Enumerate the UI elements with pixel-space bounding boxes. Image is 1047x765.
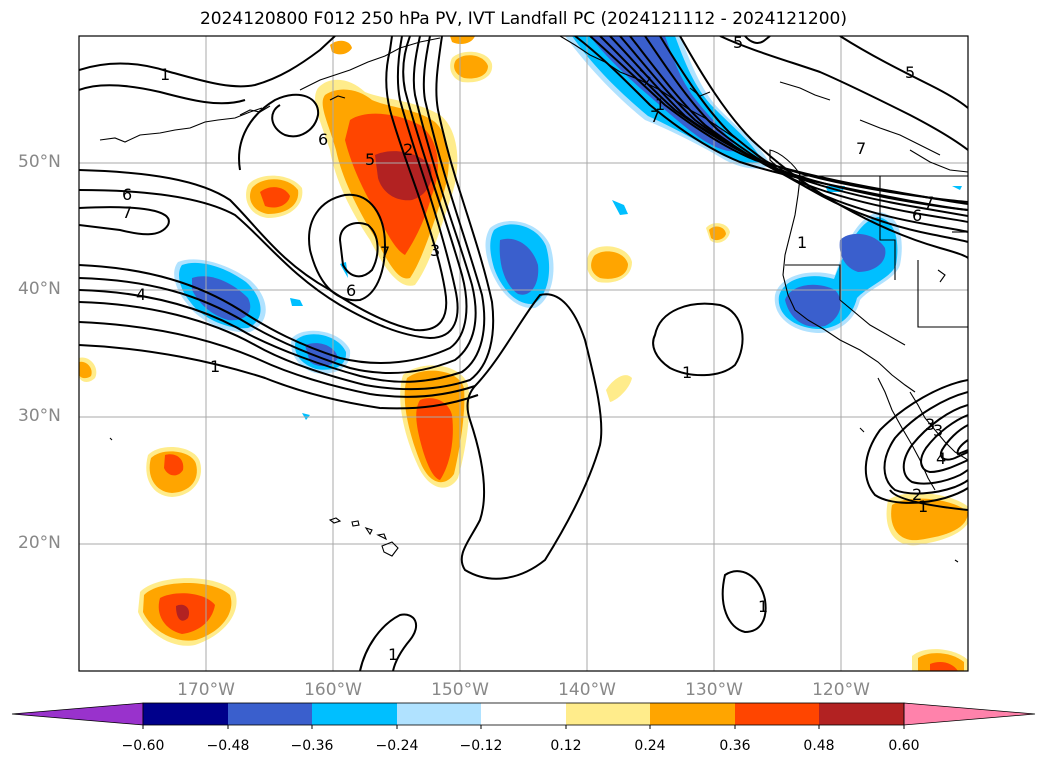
contour-label: 1	[918, 497, 928, 516]
contour-label: 5	[905, 63, 915, 82]
contour-label: 7	[380, 243, 390, 262]
colorbar-tick: 0.12	[550, 738, 582, 754]
colorbar-tick: −0.12	[459, 738, 503, 754]
plot-area: 1 5 5 7 7 6 6 7 4 1 6 7 3 5 2 1 1 3 3 4 …	[79, 33, 968, 671]
lat-label-40n: 40°N	[18, 279, 61, 299]
colorbar-tick: −0.36	[290, 738, 334, 754]
contour-label: 4	[136, 285, 146, 304]
contour-label: 7	[650, 107, 660, 126]
contour-label: 6	[122, 185, 132, 204]
contour-label: 1	[797, 233, 807, 252]
map-frame	[78, 35, 969, 672]
lon-label-160w: 160°W	[304, 680, 362, 700]
lat-label-30n: 30°N	[18, 406, 61, 426]
contour-label: 1	[758, 597, 768, 616]
contour-label: 1	[160, 65, 170, 84]
map-title: 2024120800 F012 250 hPa PV, IVT Landfall…	[199, 9, 847, 29]
contour-label: 6	[318, 130, 328, 149]
lat-label-50n: 50°N	[18, 152, 61, 172]
contour-label: 7	[122, 203, 132, 222]
contour-label: 7	[856, 139, 866, 158]
colorbar	[11, 702, 1036, 729]
contour-label: 2	[403, 140, 413, 159]
contour-label: 3	[933, 421, 943, 440]
colorbar-tick: 0.60	[888, 738, 920, 754]
lat-label-20n: 20°N	[18, 533, 61, 553]
contour-label: 7	[924, 193, 934, 212]
colorbar-tick: 0.24	[634, 738, 666, 754]
contour-label: 1	[682, 363, 692, 382]
contour-label: 1	[210, 357, 220, 376]
contour-label: 4	[936, 449, 946, 468]
colorbar-tick: −0.24	[375, 738, 419, 754]
colorbar-tick: −0.60	[121, 738, 165, 754]
contour-label: 1	[655, 95, 665, 114]
contour-label: 3	[925, 415, 935, 434]
contour-label: 1	[388, 645, 398, 664]
colorbar-tick: 0.48	[803, 738, 835, 754]
contour-labels: 1 5 5 7 7 6 6 7 4 1 6 7 3 5 2 1 1 3 3 4 …	[122, 33, 946, 664]
contour-label: 3	[430, 241, 440, 260]
contour-label: 5	[733, 33, 743, 52]
lon-label-140w: 140°W	[558, 680, 616, 700]
lon-label-170w: 170°W	[177, 680, 235, 700]
contour-label: 6	[346, 281, 356, 300]
colorbar-tick: 0.36	[719, 738, 751, 754]
lon-label-130w: 130°W	[685, 680, 743, 700]
contour-label: 6	[912, 206, 922, 225]
lon-label-120w: 120°W	[812, 680, 870, 700]
contour-label: 5	[365, 150, 375, 169]
colorbar-tick: −0.48	[206, 738, 250, 754]
contour-lines	[79, 36, 968, 671]
coastlines	[99, 36, 968, 563]
graticule	[79, 36, 968, 671]
lon-label-150w: 150°W	[431, 680, 489, 700]
contour-label: 2	[912, 485, 922, 504]
